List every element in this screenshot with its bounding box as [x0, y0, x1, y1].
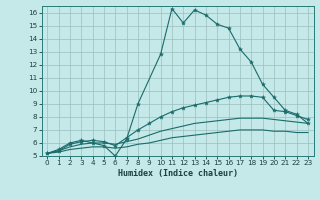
X-axis label: Humidex (Indice chaleur): Humidex (Indice chaleur)	[118, 169, 237, 178]
